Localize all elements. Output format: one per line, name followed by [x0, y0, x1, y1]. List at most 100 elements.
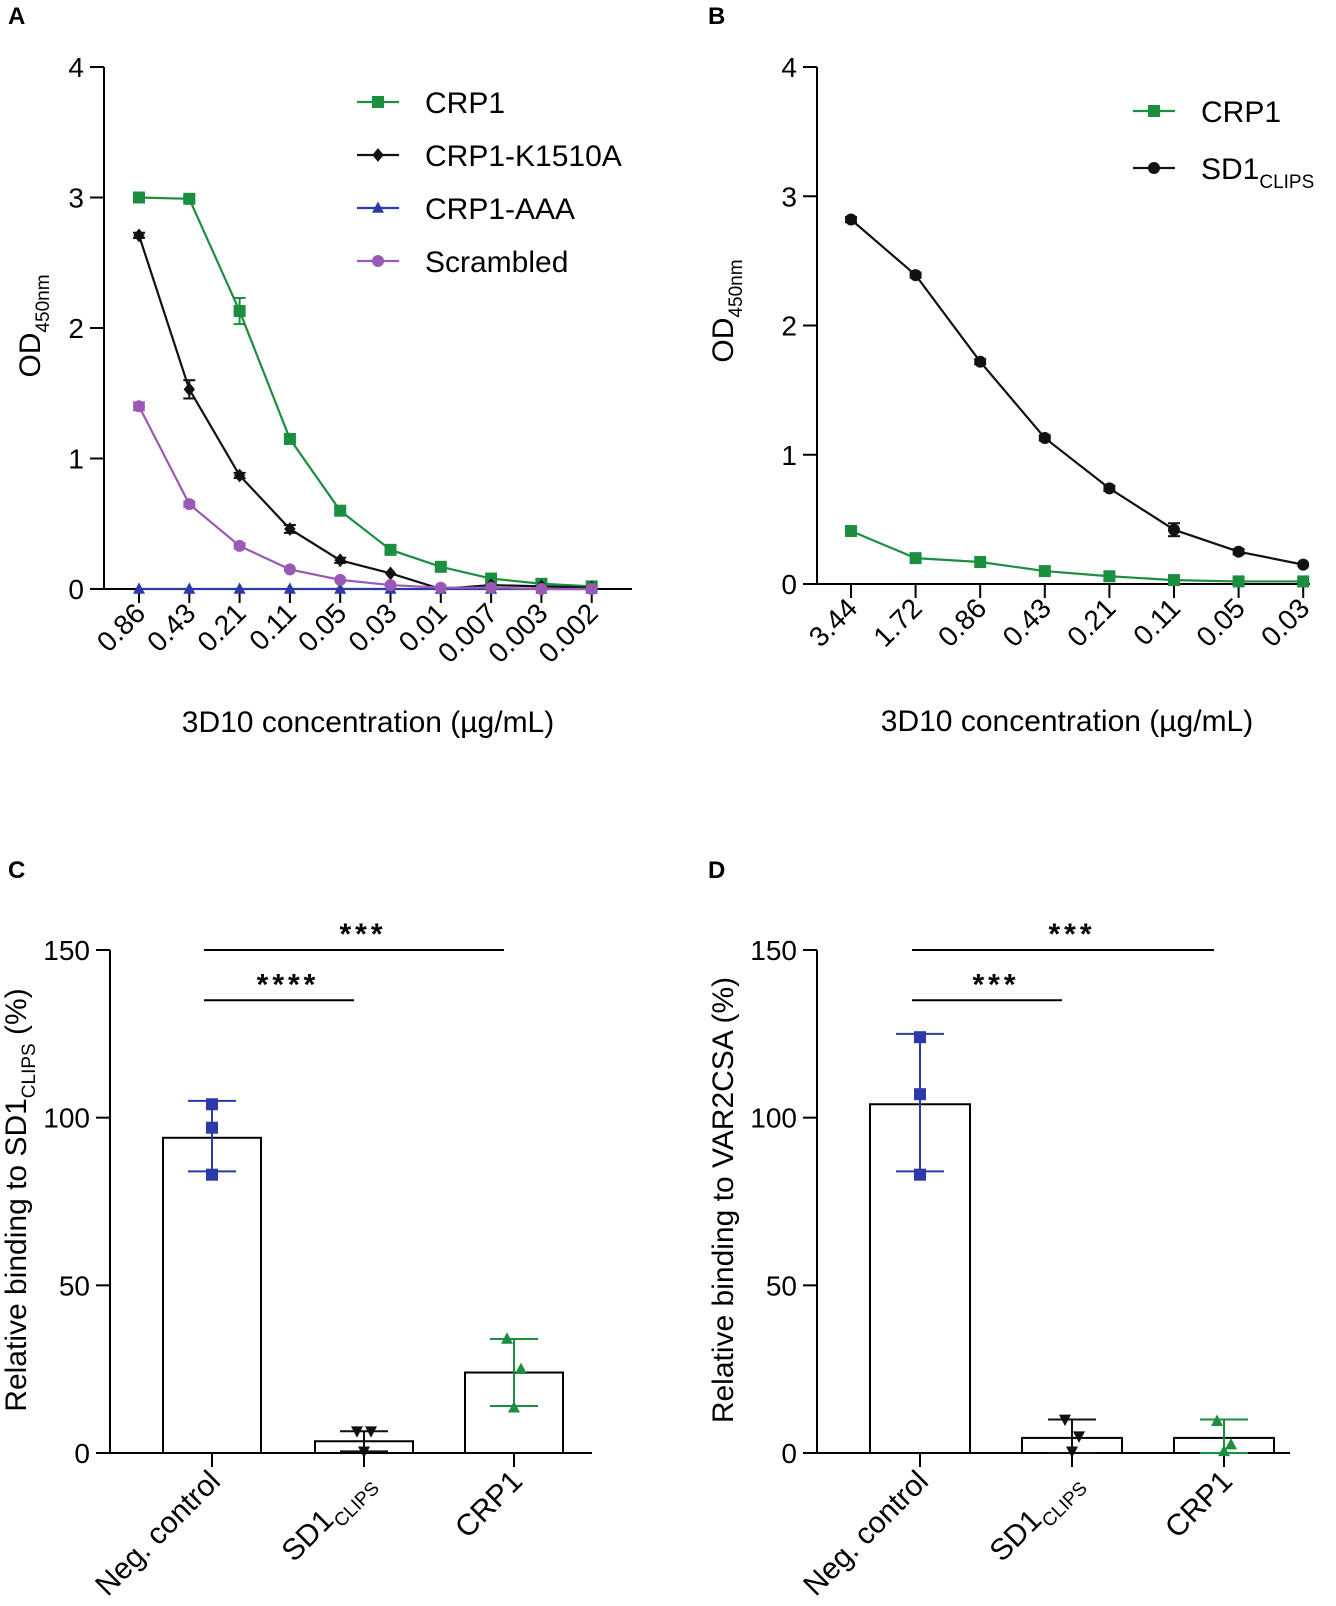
y-tick-label: 100	[43, 1103, 90, 1134]
data-point	[183, 498, 196, 511]
x-tick-label: 1.72	[867, 592, 927, 652]
significance-label: ***	[339, 918, 386, 951]
data-point	[1297, 575, 1310, 588]
data-point	[914, 1031, 926, 1044]
bar	[162, 1136, 262, 1454]
x-category-label: SD1CLIPS	[984, 1465, 1092, 1573]
data-point	[1038, 565, 1051, 578]
x-tick-label: 0.43	[141, 597, 201, 657]
data-point	[1103, 570, 1116, 583]
data-point	[358, 1446, 370, 1458]
bar-group	[162, 1098, 262, 1454]
legend-marker	[372, 96, 384, 108]
data-point	[1168, 574, 1180, 587]
data-point	[909, 269, 922, 282]
data-point	[233, 539, 246, 552]
data-point	[133, 228, 145, 243]
y-tick-label: 150	[43, 935, 90, 966]
data-point	[1168, 523, 1180, 536]
data-point	[485, 581, 498, 594]
series-crp1	[845, 525, 1310, 588]
legend-label: CRP1	[1201, 96, 1281, 129]
panel-letter-a: A	[8, 3, 25, 30]
legend-marker	[372, 201, 384, 213]
data-point	[535, 583, 548, 595]
data-point	[206, 1121, 218, 1134]
x-tick-label: 0.05	[1190, 592, 1250, 652]
significance-label: ****	[257, 968, 320, 1001]
data-point	[1297, 558, 1310, 571]
data-point	[283, 432, 296, 445]
significance-label: ***	[972, 968, 1019, 1001]
data-point	[183, 382, 195, 397]
y-axis-title: Relative binding to VAR2CSA (%)	[707, 977, 740, 1423]
x-axis-title: 3D10 concentration (µg/mL)	[881, 705, 1253, 738]
data-point	[515, 1362, 527, 1374]
series-line	[850, 529, 1304, 583]
x-tick-label: 0.05	[292, 597, 352, 657]
data-point	[1059, 1414, 1071, 1427]
legend-label: Scrambled	[425, 246, 568, 279]
line-chart-b: 0 1 2 3 4 3.44 1.72 0.86 0.43 0.21 0.11 0.05 0.03 3D1…	[707, 52, 1315, 738]
legend: CRP1 SD1CLIPS	[1133, 96, 1314, 193]
y-tick-label: 3	[781, 181, 797, 212]
legend: CRP1 CRP1-K1510A CRP1-AAA Scrambled	[357, 87, 622, 279]
panel-letter-c: C	[8, 857, 25, 884]
y-axis-title: OD450nm	[14, 274, 54, 377]
data-point	[1211, 1414, 1223, 1426]
y-tick-label: 2	[68, 313, 84, 344]
x-axis-title: 3D10 concentration (µg/mL)	[182, 706, 554, 739]
bar-group	[1173, 1414, 1275, 1457]
data-point	[384, 579, 397, 592]
x-tick-label: 0.002	[532, 597, 603, 668]
data-point	[233, 582, 246, 594]
significance-label: ***	[1048, 918, 1095, 951]
series-sd1	[845, 213, 1310, 571]
series-line	[138, 405, 592, 591]
x-tick-label: 3.44	[803, 592, 863, 652]
y-tick-label: 0	[781, 1438, 797, 1469]
bar-group	[314, 1426, 414, 1458]
data-point	[845, 525, 857, 538]
data-point	[909, 552, 922, 565]
y-tick-label: 0	[74, 1438, 90, 1469]
x-category-label: Neg. control	[797, 1465, 935, 1603]
y-axis-title: Relative binding to SD1CLIPS (%)	[0, 988, 40, 1411]
legend-marker	[1148, 162, 1160, 174]
data-point	[183, 582, 196, 594]
data-point	[1066, 1446, 1078, 1458]
y-tick-label: 4	[68, 52, 84, 83]
x-tick-label: 0.21	[1061, 592, 1121, 652]
data-point	[283, 563, 296, 576]
y-tick-label: 50	[766, 1270, 797, 1301]
data-point	[1218, 1444, 1230, 1457]
series-crp1-k1510a	[133, 228, 598, 596]
series-scrambled	[133, 400, 598, 595]
data-point	[351, 1426, 363, 1438]
data-point	[384, 566, 397, 581]
panel-letter-b: B	[708, 3, 725, 30]
line-chart-a: 012340.860.430.210.110.050.030.010.0070.…	[14, 52, 632, 739]
x-tick-label: 0.03	[1255, 592, 1315, 652]
series-line	[137, 235, 592, 591]
panel-letter-d: D	[708, 857, 725, 884]
data-point	[334, 553, 346, 568]
bar-chart-d: 0 50 100 150 Neg. control SD1CLIPS CRP1 Relativ…	[707, 918, 1290, 1602]
data-point	[501, 1332, 513, 1344]
bar-chart-c: 0 50 100 150 Neg. control SD1CLIPS CRP1 Relativ…	[0, 918, 592, 1602]
data-point	[914, 1088, 926, 1101]
legend-label: SD1CLIPS	[1201, 153, 1314, 193]
y-tick-label: 3	[68, 183, 84, 214]
x-category-label: Neg. control	[89, 1465, 227, 1603]
x-tick-label: 0.11	[243, 597, 302, 656]
data-point	[434, 560, 447, 573]
data-point	[334, 582, 347, 594]
x-category-label: CRP1	[449, 1465, 529, 1545]
data-point	[434, 581, 447, 594]
bar-group	[1021, 1414, 1123, 1458]
data-point	[508, 1401, 520, 1413]
bar	[464, 1371, 564, 1455]
legend-label: CRP1-K1510A	[425, 140, 622, 173]
data-point	[233, 305, 246, 318]
